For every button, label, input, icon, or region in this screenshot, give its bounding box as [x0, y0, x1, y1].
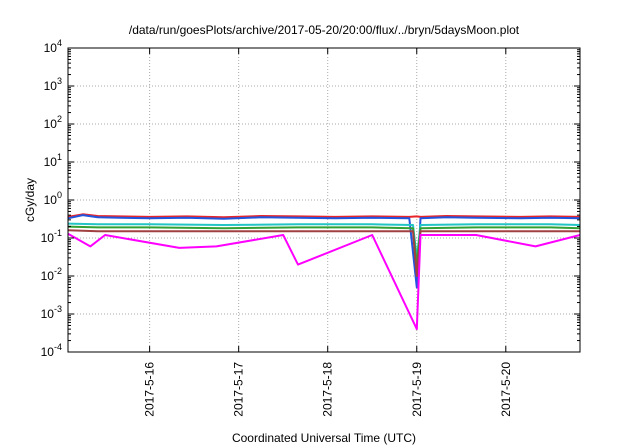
series-line-2: [67, 214, 581, 289]
y-tick-label: 10-2: [41, 266, 62, 283]
y-tick-label: 10-4: [41, 342, 62, 359]
x-tick-label: 2017-5-18: [321, 362, 335, 417]
y-tick-label: 103: [44, 76, 62, 93]
grid: [68, 48, 580, 352]
x-axis: 2017-5-16 2017-5-17 2017-5-18 2017-5-19 2017…: [143, 48, 513, 417]
series-line-3: [67, 222, 581, 259]
y-tick-label: 10-3: [41, 304, 62, 321]
y-tick-label: 101: [44, 152, 62, 169]
x-tick-label: 2017-5-16: [143, 362, 157, 417]
y-tick-label: 102: [44, 114, 62, 131]
y-tick-label: 10-1: [41, 228, 62, 245]
x-tick-label: 2017-5-19: [410, 362, 424, 417]
y-axis-label: cGy/day: [23, 178, 37, 222]
x-tick-label: 2017-5-17: [232, 362, 246, 417]
x-axis-label: Coordinated Universal Time (UTC): [232, 431, 416, 445]
y-tick-label: 104: [44, 38, 62, 55]
series-line-5: [67, 229, 580, 277]
series-line-1: [67, 213, 581, 219]
chart-title: /data/run/goesPlots/archive/2017-05-20/2…: [129, 23, 520, 37]
series-line-6: [67, 232, 581, 331]
y-axis: 10-4 10-3 10-2 10-1 100 101 102 103 104: [41, 38, 580, 359]
series-line-4: [67, 225, 581, 266]
y-tick-label: 100: [44, 190, 62, 207]
plot-area: [67, 213, 581, 331]
x-tick-label: 2017-5-20: [499, 362, 513, 417]
